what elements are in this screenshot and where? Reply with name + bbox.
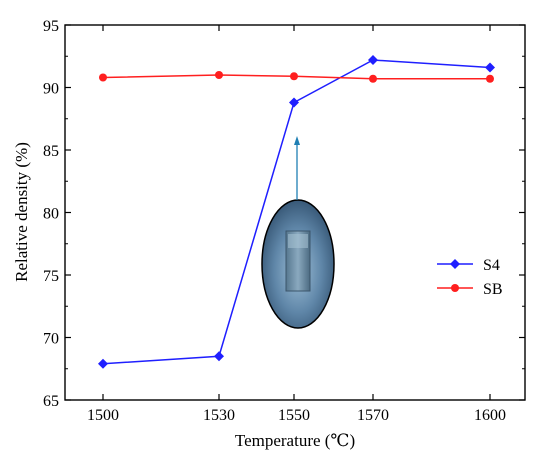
legend: S4 SB [437, 257, 503, 298]
y-tick-label: 75 [43, 268, 59, 285]
annotation-arrow [294, 136, 300, 200]
legend-label-sb: SB [483, 281, 503, 298]
data-point-sb [369, 74, 377, 83]
y-tick-label: 65 [43, 393, 59, 410]
specimen-photo-icon [261, 199, 335, 329]
series-layer [98, 55, 495, 369]
legend-marker-sb [451, 284, 459, 292]
data-point-sb [486, 74, 494, 83]
y-axis: 65 70 75 80 85 90 95 [43, 18, 525, 410]
data-point-s4 [98, 358, 108, 369]
y-tick-label: 80 [43, 206, 59, 223]
y-tick-label: 70 [43, 331, 59, 348]
data-point-s4 [368, 55, 378, 65]
data-point-sb [215, 71, 223, 79]
data-point-s4 [289, 97, 299, 108]
y-axis-label: Relative density (%) [12, 142, 31, 282]
data-point-s4 [485, 62, 495, 73]
x-tick-label: 1570 [357, 407, 389, 424]
y-tick-label: 85 [43, 143, 59, 160]
legend-label-s4: S4 [483, 257, 500, 274]
x-tick-label: 1600 [474, 407, 506, 424]
legend-marker-s4 [450, 259, 460, 269]
x-tick-label: 1500 [87, 407, 119, 424]
data-point-sb [99, 73, 107, 82]
y-tick-label: 90 [43, 81, 59, 98]
data-point-sb [290, 72, 298, 81]
data-point-s4 [214, 351, 224, 362]
x-tick-label: 1530 [203, 407, 235, 424]
x-axis-label: Temperature (℃) [235, 431, 355, 450]
x-tick-label: 1550 [278, 407, 310, 424]
y-tick-label: 95 [43, 18, 59, 35]
x-axis: 1500 1530 1550 1570 1600 [87, 25, 506, 424]
